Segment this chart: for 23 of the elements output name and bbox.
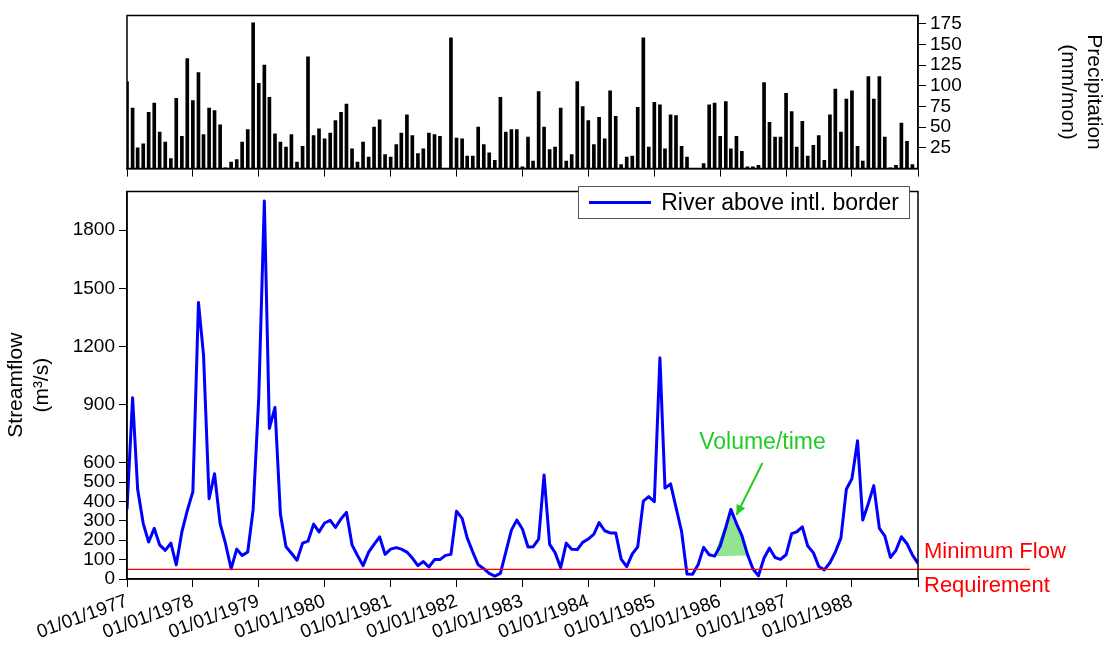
annotation: Volume/time: [699, 428, 826, 455]
y-tick-label: 1500: [72, 276, 115, 298]
y-tick-label: 500: [83, 470, 115, 492]
y2-tick-label: 125: [930, 53, 962, 75]
y-tick-label: 600: [83, 450, 115, 472]
y-tick-label: 100: [83, 547, 115, 569]
y2-tick-label: 150: [930, 32, 962, 54]
y2-tick-label: 175: [930, 11, 962, 33]
y-tick-label: 900: [83, 392, 115, 414]
y2-tick-label: 50: [930, 115, 952, 137]
legend-label: River above intl. border: [661, 189, 899, 216]
y-tick-label: 200: [83, 528, 115, 550]
y2-tick-label: 75: [930, 94, 952, 116]
y-tick-label: 400: [83, 489, 115, 511]
y-tick-label: 1200: [72, 334, 115, 356]
y-tick-label: 300: [83, 509, 115, 531]
y-tick-label: 0: [104, 567, 115, 589]
y2-axis-title: Precipitation (mm/mon): [1058, 34, 1107, 150]
y2-tick-label: 100: [930, 74, 962, 96]
ref-line-label: Minimum Flow Requirement: [924, 538, 1066, 598]
y-tick-label: 1800: [72, 218, 115, 240]
y2-tick-label: 25: [930, 136, 952, 158]
y-axis-title: Streamflow (m³/s): [3, 331, 52, 438]
